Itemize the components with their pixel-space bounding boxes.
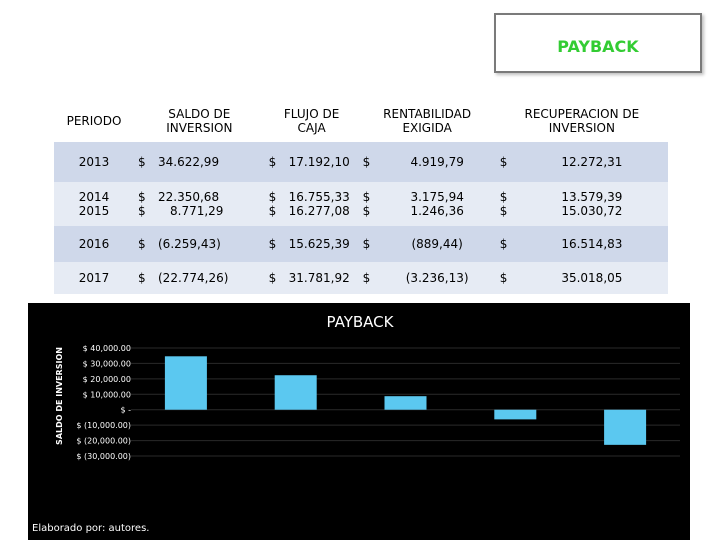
cell-rentabilidad: 1.246,36 bbox=[378, 204, 496, 226]
cell-rentabilidad: (889,44) bbox=[378, 226, 496, 262]
cell-currency: $ bbox=[358, 226, 379, 262]
cell-saldo: 8.771,29 bbox=[154, 204, 265, 226]
cell-currency: $ bbox=[134, 142, 154, 182]
cell-recuperacion: 15.030,72 bbox=[515, 204, 668, 226]
bar-2016 bbox=[494, 409, 537, 420]
cell-currency: $ bbox=[134, 182, 154, 204]
cell-currency: $ bbox=[134, 226, 154, 262]
cell-flujo: 16.755,33 bbox=[284, 182, 359, 204]
cell-currency: $ bbox=[358, 142, 379, 182]
cell-year: 2017 bbox=[54, 262, 134, 294]
bar-2014 bbox=[274, 375, 317, 410]
chart-canvas: PAYBACK SALDO DE INVERSION $ 40,000.00$ … bbox=[55, 313, 680, 461]
bars bbox=[164, 356, 647, 445]
table-row: 2016 $ (6.259,43) $ 15.625,39 $ (889,44)… bbox=[54, 226, 668, 262]
title-box: PAYBACK bbox=[494, 13, 702, 73]
cell-currency: $ bbox=[264, 142, 285, 182]
cell-saldo: 22.350,68 bbox=[154, 182, 265, 204]
cell-flujo: 31.781,92 bbox=[284, 262, 359, 294]
gridlines bbox=[131, 347, 680, 457]
table-row: 2013 $ 34.622,99 $ 17.192,10 $ 4.919,79 … bbox=[54, 142, 668, 182]
header-saldo: SALDO DE INVERSION bbox=[134, 100, 265, 142]
header-flujo: FLUJO DE CAJA bbox=[264, 100, 359, 142]
cell-year: 2015 bbox=[54, 204, 134, 226]
cell-currency: $ bbox=[358, 204, 379, 226]
y-axis-label: SALDO DE INVERSION bbox=[55, 347, 64, 445]
y-tick-label: $ (10,000.00) bbox=[76, 421, 131, 430]
bar-2013 bbox=[164, 356, 207, 410]
cell-currency: $ bbox=[495, 182, 516, 204]
footer: Elaborado por: autores. bbox=[28, 519, 690, 540]
cell-rentabilidad: 3.175,94 bbox=[378, 182, 496, 204]
cell-saldo: (22.774,26) bbox=[154, 262, 265, 294]
cell-flujo: 16.277,08 bbox=[284, 204, 359, 226]
table-row: 2015 $ 8.771,29 $ 16.277,08 $ 1.246,36 $… bbox=[54, 204, 668, 226]
y-tick-label: $ 10,000.00 bbox=[83, 390, 131, 399]
cell-year: 2013 bbox=[54, 142, 134, 182]
cell-flujo: 17.192,10 bbox=[284, 142, 359, 182]
cell-recuperacion: 16.514,83 bbox=[515, 226, 668, 262]
cell-currency: $ bbox=[264, 182, 285, 204]
cell-rentabilidad: (3.236,13) bbox=[378, 262, 496, 294]
y-tick-label: $ (30,000.00) bbox=[76, 452, 131, 461]
cell-currency: $ bbox=[264, 226, 285, 262]
cell-year: 2016 bbox=[54, 226, 134, 262]
y-tick-label: $ - bbox=[120, 406, 131, 415]
page-title: PAYBACK bbox=[557, 37, 639, 56]
cell-recuperacion: 13.579,39 bbox=[515, 182, 668, 204]
header-rentabilidad: RENTABILIDAD EXIGIDA bbox=[358, 100, 496, 142]
y-tick-label: $ 30,000.00 bbox=[83, 359, 131, 368]
cell-currency: $ bbox=[495, 204, 516, 226]
source-note: Elaborado por: autores. bbox=[32, 523, 150, 534]
table-row: 2017 $ (22.774,26) $ 31.781,92 $ (3.236,… bbox=[54, 262, 668, 294]
cell-flujo: 15.625,39 bbox=[284, 226, 359, 262]
y-tick-label: $ (20,000.00) bbox=[76, 437, 131, 446]
y-tick-label: $ 20,000.00 bbox=[83, 375, 131, 384]
header-periodo: PERIODO bbox=[54, 100, 134, 142]
cell-currency: $ bbox=[134, 262, 154, 294]
chart-title: PAYBACK bbox=[327, 313, 395, 331]
table-row: 2014 $ 22.350,68 $ 16.755,33 $ 3.175,94 … bbox=[54, 182, 668, 204]
cell-year: 2014 bbox=[54, 182, 134, 204]
cell-saldo: (6.259,43) bbox=[154, 226, 265, 262]
cell-currency: $ bbox=[495, 262, 516, 294]
payback-chart: PAYBACK SALDO DE INVERSION $ 40,000.00 $ … bbox=[28, 303, 690, 519]
cell-saldo: 34.622,99 bbox=[154, 142, 265, 182]
cell-currency: $ bbox=[358, 182, 379, 204]
cell-currency: $ bbox=[264, 204, 285, 226]
cell-rentabilidad: 4.919,79 bbox=[378, 142, 496, 182]
cell-currency: $ bbox=[495, 142, 516, 182]
cell-currency: $ bbox=[495, 226, 516, 262]
y-tick-label: $ 40,000.00 bbox=[83, 344, 131, 353]
cell-currency: $ bbox=[264, 262, 285, 294]
y-tick-labels: $ 40,000.00 $ 30,000.00 $ 20,000.00 $ 10,00… bbox=[76, 344, 131, 461]
header-recuperacion: RECUPERACION DE INVERSION bbox=[495, 100, 668, 142]
cell-currency: $ bbox=[358, 262, 379, 294]
cell-currency: $ bbox=[134, 204, 154, 226]
table-header-row: PERIODO SALDO DE INVERSION FLUJO DE CAJA… bbox=[54, 100, 668, 142]
cell-recuperacion: 35.018,05 bbox=[515, 262, 668, 294]
payback-table: PERIODO SALDO DE INVERSION FLUJO DE CAJA… bbox=[54, 100, 668, 294]
bar-2017 bbox=[604, 409, 647, 445]
cell-recuperacion: 12.272,31 bbox=[515, 142, 668, 182]
bar-2015 bbox=[384, 396, 427, 410]
